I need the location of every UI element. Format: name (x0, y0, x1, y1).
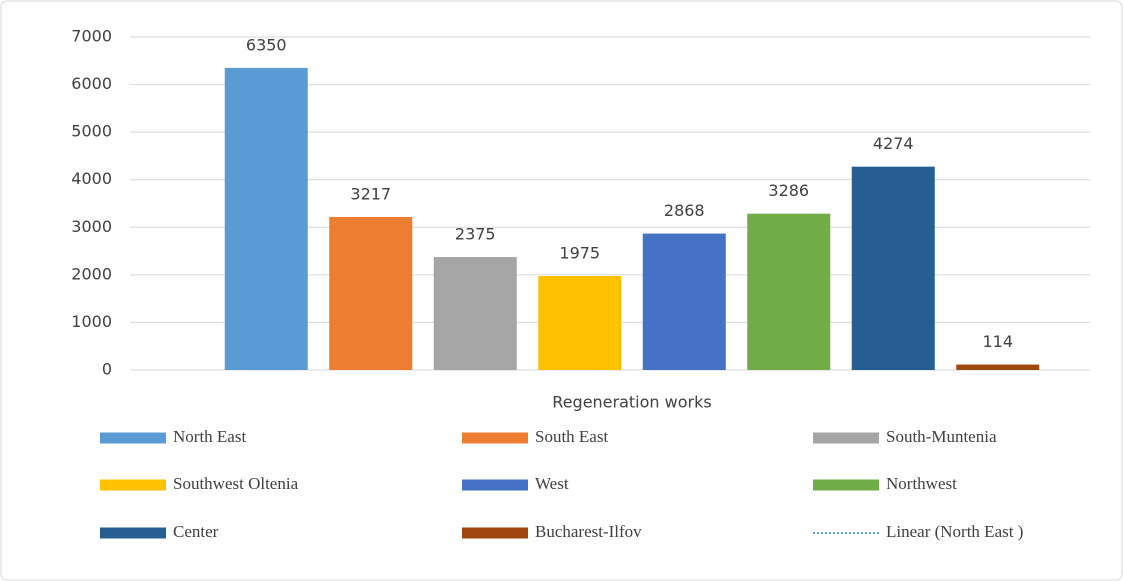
bar (538, 276, 622, 370)
legend-label: Southwest Oltenia (173, 474, 299, 493)
data-label: 1975 (559, 244, 600, 263)
legend-label: Bucharest-Ilfov (535, 522, 642, 541)
legend-swatch (100, 479, 166, 491)
legend-label: North East (173, 427, 246, 446)
y-tick-label: 7000 (71, 27, 112, 46)
bar (224, 67, 308, 371)
legend-swatch (462, 479, 528, 491)
bar (956, 364, 1040, 370)
bar (747, 213, 831, 370)
data-label: 3217 (350, 184, 391, 203)
x-tick-label: Regeneration works (552, 393, 711, 412)
legend-label: South East (535, 427, 608, 446)
legend-label: Linear (North East ) (886, 522, 1023, 541)
data-label: 4274 (873, 134, 914, 153)
bar (433, 257, 517, 370)
legend-swatch (100, 527, 166, 539)
legend-label: Northwest (886, 474, 957, 493)
data-label: 3286 (768, 181, 809, 200)
y-tick-label: 5000 (71, 122, 112, 141)
legend-swatch (462, 432, 528, 444)
y-tick-label: 4000 (71, 169, 112, 188)
y-tick-label: 2000 (71, 264, 112, 283)
legend-swatch (462, 527, 528, 539)
legend-swatch (100, 432, 166, 444)
legend-label: South-Muntenia (886, 427, 997, 446)
legend-label: Center (173, 522, 219, 541)
bar (329, 216, 413, 370)
data-label: 2868 (664, 201, 705, 220)
y-tick-label: 6000 (71, 74, 112, 93)
data-label: 6350 (246, 35, 287, 54)
y-tick-label: 3000 (71, 217, 112, 236)
legend-swatch (813, 432, 879, 444)
y-tick-label: 0 (102, 360, 112, 379)
y-tick-label: 1000 (71, 312, 112, 331)
legend-swatch (813, 479, 879, 491)
legend-label: West (535, 474, 569, 493)
bar (642, 233, 726, 370)
data-label: 114 (982, 332, 1013, 351)
bar (851, 166, 935, 370)
data-label: 2375 (455, 225, 496, 244)
